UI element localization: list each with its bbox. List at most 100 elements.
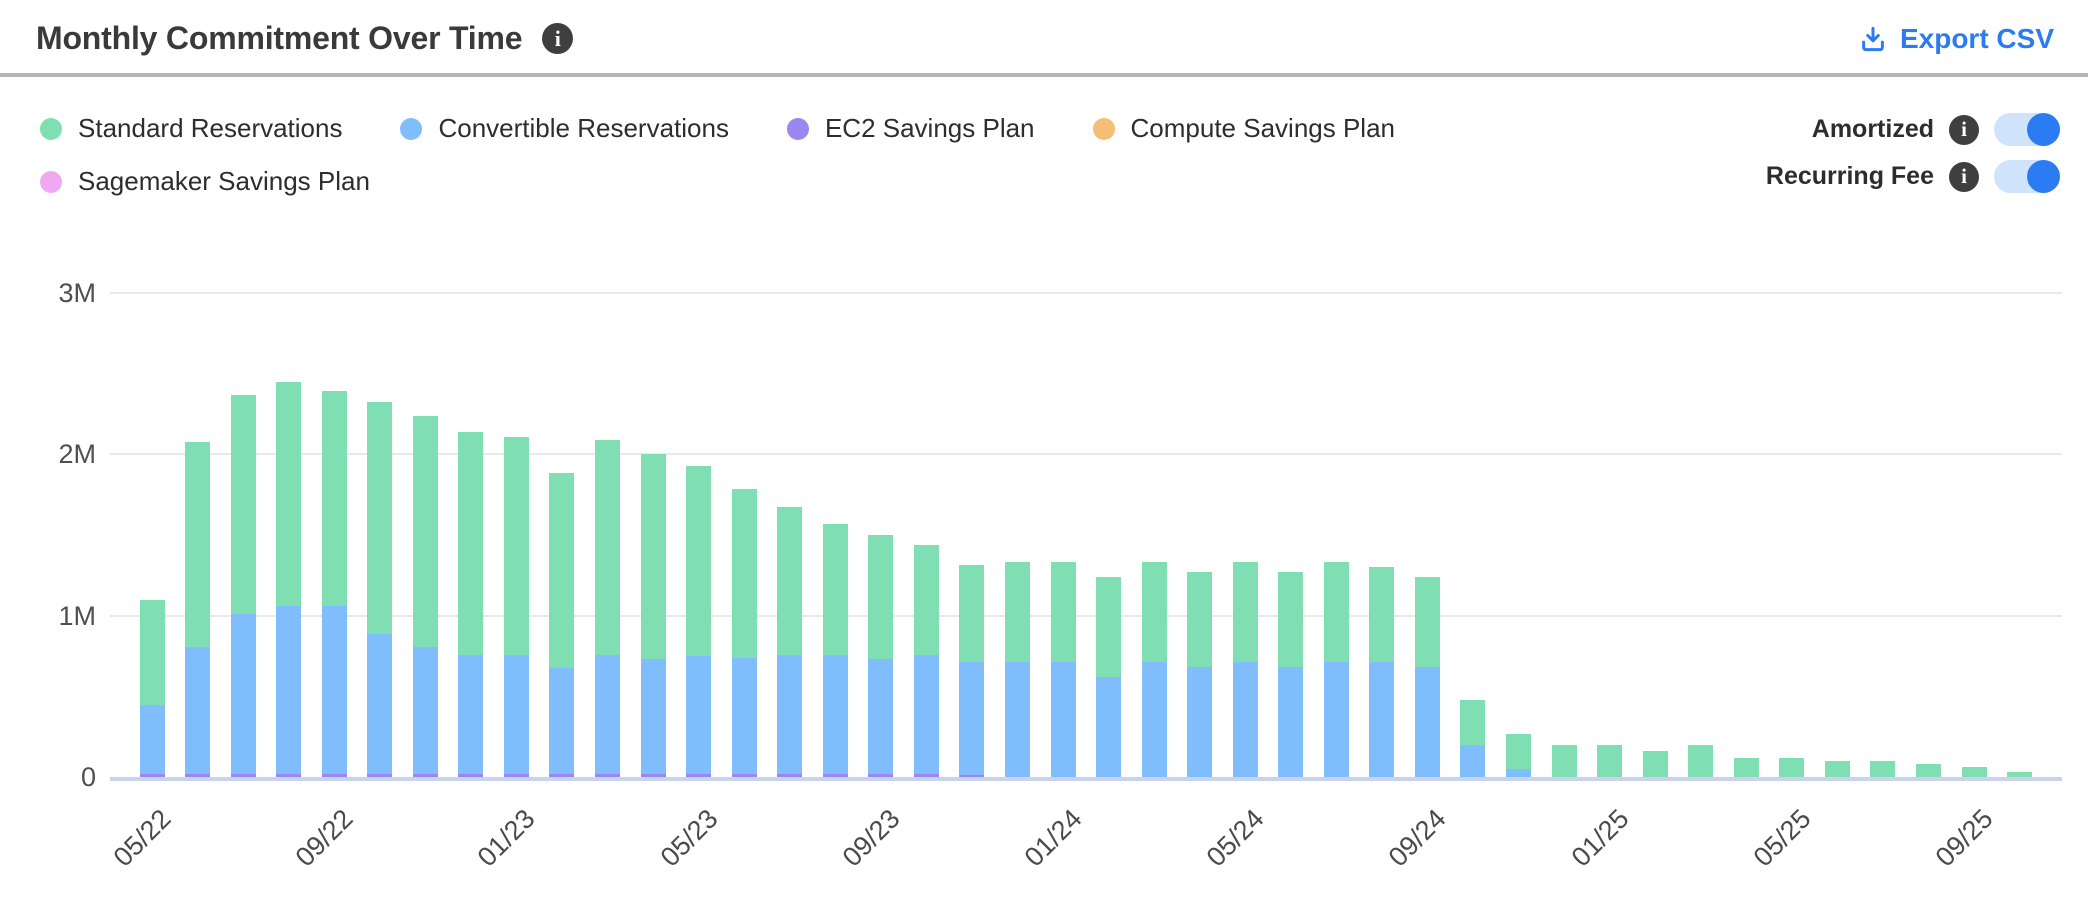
- bar-12-22[interactable]: [458, 432, 483, 777]
- bar-segment-convertible-reservations: [1369, 662, 1394, 777]
- bar-01-24[interactable]: [1051, 562, 1076, 777]
- bar-segment-convertible-reservations: [823, 655, 848, 774]
- bar-segment-convertible-reservations: [1278, 667, 1303, 777]
- bar-segment-standard-reservations: [413, 416, 438, 647]
- bar-segment-standard-reservations: [641, 454, 666, 659]
- bar-segment-ec2-savings-plan: [823, 774, 848, 777]
- bar-04-23[interactable]: [641, 454, 666, 777]
- bar-segment-convertible-reservations: [641, 659, 666, 774]
- bar-segment-standard-reservations: [686, 466, 711, 656]
- bar-segment-ec2-savings-plan: [458, 774, 483, 777]
- bar-11-24[interactable]: [1506, 734, 1531, 777]
- x-axis-label-09-25: 09/25: [1929, 803, 1999, 873]
- bar-08-24[interactable]: [1369, 567, 1394, 777]
- bar-11-23[interactable]: [959, 565, 984, 777]
- legend-item-convertible-reservations[interactable]: Convertible Reservations: [400, 113, 729, 144]
- amortized-toggle-knob: [2027, 113, 2060, 146]
- bar-08-25[interactable]: [1916, 764, 1941, 777]
- bar-segment-standard-reservations: [1825, 761, 1850, 777]
- bar-segment-convertible-reservations: [1324, 662, 1349, 777]
- bar-06-22[interactable]: [185, 442, 210, 777]
- bar-segment-ec2-savings-plan: [504, 774, 529, 777]
- bar-07-25[interactable]: [1870, 761, 1895, 777]
- amortized-info-icon[interactable]: i: [1949, 114, 1979, 145]
- bar-segment-ec2-savings-plan: [549, 774, 574, 777]
- bar-06-25[interactable]: [1825, 761, 1850, 777]
- bar-segment-standard-reservations: [823, 524, 848, 655]
- bar-segment-convertible-reservations: [140, 705, 165, 774]
- bar-segment-standard-reservations: [868, 535, 893, 659]
- title-info-icon[interactable]: i: [542, 23, 574, 54]
- bar-05-23[interactable]: [686, 466, 711, 777]
- bar-10-25[interactable]: [2007, 772, 2032, 777]
- legend-item-standard-reservations[interactable]: Standard Reservations: [40, 113, 342, 144]
- bar-05-25[interactable]: [1779, 758, 1804, 777]
- bar-10-23[interactable]: [914, 545, 939, 777]
- x-axis-label-09-24: 09/24: [1382, 803, 1452, 873]
- bar-segment-convertible-reservations: [322, 606, 347, 774]
- bar-06-24[interactable]: [1278, 572, 1303, 777]
- y-axis-label-2m: 2M: [58, 439, 96, 469]
- bar-segment-standard-reservations: [504, 437, 529, 655]
- bar-07-22[interactable]: [231, 395, 256, 777]
- bar-segment-convertible-reservations: [1005, 662, 1030, 777]
- bar-04-25[interactable]: [1734, 758, 1759, 777]
- x-axis-label-05-24: 05/24: [1200, 803, 1270, 873]
- bar-segment-ec2-savings-plan: [868, 774, 893, 777]
- bar-segment-convertible-reservations: [959, 662, 984, 775]
- legend-label: Compute Savings Plan: [1130, 113, 1395, 143]
- bar-08-22[interactable]: [276, 382, 301, 777]
- legend-item-ec2-savings-plan[interactable]: EC2 Savings Plan: [786, 113, 1035, 144]
- bar-segment-standard-reservations: [959, 565, 984, 662]
- bar-06-23[interactable]: [732, 489, 757, 777]
- bar-04-24[interactable]: [1187, 572, 1212, 777]
- bar-segment-convertible-reservations: [185, 647, 210, 774]
- bar-segment-standard-reservations: [1187, 572, 1212, 667]
- bar-12-23[interactable]: [1005, 562, 1030, 777]
- bar-09-23[interactable]: [868, 535, 893, 777]
- x-axis-label-05-25: 05/25: [1747, 803, 1817, 873]
- header-divider: [0, 73, 2088, 77]
- bar-03-25[interactable]: [1688, 745, 1713, 777]
- legend-item-compute-savings-plan[interactable]: Compute Savings Plan: [1092, 113, 1395, 144]
- bar-segment-ec2-savings-plan: [959, 775, 984, 777]
- y-axis-label-0: 0: [80, 762, 96, 792]
- recurring-fee-toggle[interactable]: [1994, 160, 2060, 193]
- bar-segment-standard-reservations: [1552, 745, 1577, 777]
- bar-09-22[interactable]: [322, 391, 347, 777]
- legend-item-sagemaker-savings-plan[interactable]: Sagemaker Savings Plan: [40, 166, 370, 197]
- bar-01-23[interactable]: [504, 437, 529, 777]
- recurring-fee-toggle-row: Recurring Fee i: [1766, 160, 2060, 193]
- bar-02-25[interactable]: [1643, 751, 1668, 777]
- bar-08-23[interactable]: [823, 524, 848, 777]
- recurring-fee-info-icon[interactable]: i: [1949, 161, 1979, 192]
- bar-05-22[interactable]: [140, 600, 165, 777]
- bar-segment-convertible-reservations: [868, 659, 893, 774]
- bar-05-24[interactable]: [1233, 562, 1258, 777]
- bar-segment-ec2-savings-plan: [322, 774, 347, 777]
- bar-09-24[interactable]: [1415, 577, 1440, 777]
- export-csv-button[interactable]: Export CSV: [1858, 23, 2054, 55]
- bar-segment-ec2-savings-plan: [367, 774, 392, 777]
- bar-11-22[interactable]: [413, 416, 438, 777]
- bar-03-24[interactable]: [1142, 562, 1167, 777]
- bar-segment-convertible-reservations: [686, 656, 711, 774]
- bar-segment-standard-reservations: [2007, 772, 2032, 777]
- bar-12-24[interactable]: [1552, 745, 1577, 777]
- bar-segment-standard-reservations: [1324, 562, 1349, 662]
- bar-07-24[interactable]: [1324, 562, 1349, 777]
- bar-segment-standard-reservations: [777, 507, 802, 655]
- bar-07-23[interactable]: [777, 507, 802, 777]
- amortized-toggle[interactable]: [1994, 113, 2060, 146]
- bar-01-25[interactable]: [1597, 745, 1622, 777]
- bar-segment-convertible-reservations: [1233, 662, 1258, 777]
- bar-02-23[interactable]: [549, 473, 574, 777]
- amortized-label: Amortized: [1811, 115, 1934, 143]
- bar-segment-standard-reservations: [1643, 751, 1668, 777]
- bar-09-25[interactable]: [1962, 767, 1987, 777]
- bar-03-23[interactable]: [595, 440, 620, 777]
- bar-10-22[interactable]: [367, 402, 392, 777]
- bar-10-24[interactable]: [1460, 700, 1485, 777]
- bar-02-24[interactable]: [1096, 577, 1121, 777]
- bar-segment-convertible-reservations: [914, 655, 939, 774]
